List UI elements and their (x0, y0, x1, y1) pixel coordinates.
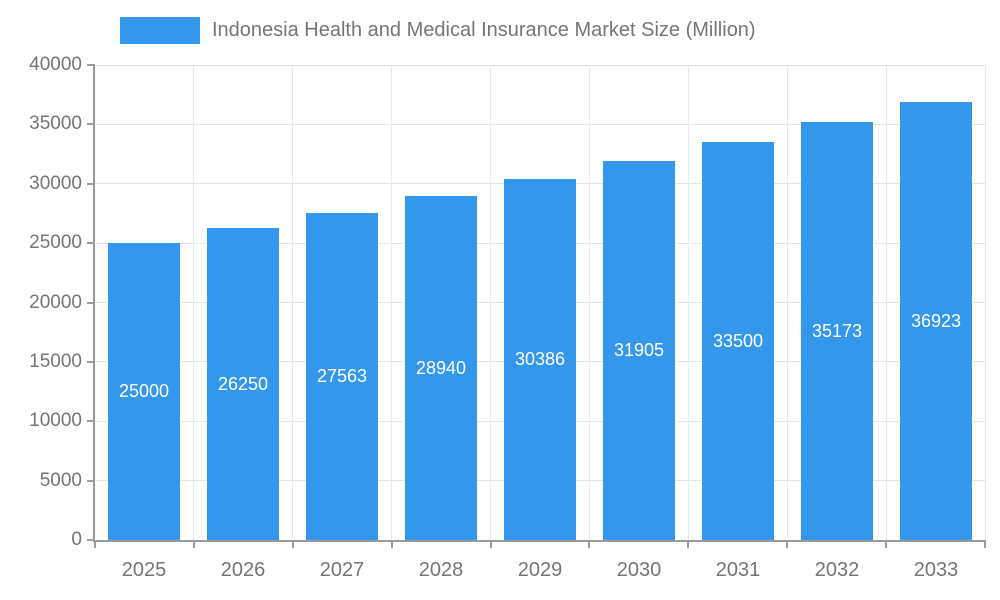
y-axis-tick-label: 40000 (29, 54, 82, 75)
y-axis-tick-label: 30000 (29, 172, 82, 194)
y-axis-tick-mark (87, 479, 95, 482)
x-axis-tick-label: 2030 (616, 559, 662, 581)
x-gridline (885, 65, 887, 540)
x-gridline (588, 65, 590, 540)
y-axis-tick-mark (87, 420, 95, 423)
x-gridline (391, 65, 393, 540)
x-axis-tick-label: 2028 (418, 559, 464, 581)
y-gridline (95, 123, 985, 125)
x-axis-tick-label: 2031 (715, 559, 761, 581)
x-axis-tick-label: 2025 (121, 559, 167, 581)
bar-2025: 25000 (108, 243, 180, 540)
y-axis-tick-mark (87, 182, 95, 185)
y-axis-tick-mark (87, 301, 95, 304)
x-axis-tick-label: 2032 (814, 559, 860, 581)
legend-swatch-icon (120, 16, 200, 44)
bar-2032: 35173 (801, 122, 873, 540)
y-axis-tick-mark (87, 360, 95, 363)
chart-legend: Indonesia Health and Medical Insurance M… (120, 16, 756, 44)
bar-2030: 31905 (603, 161, 675, 540)
x-axis-tick-mark (390, 540, 393, 548)
bar-2027: 27563 (306, 213, 378, 540)
x-axis-tick-label: 2026 (220, 559, 266, 581)
x-gridline (786, 65, 788, 540)
bar-value-label: 33500 (712, 330, 764, 351)
y-axis-tick-label: 20000 (29, 291, 82, 313)
x-axis-tick-label: 2029 (517, 559, 563, 581)
bar-value-label: 31905 (613, 340, 665, 360)
y-gridline (95, 64, 985, 66)
x-gridline (984, 65, 986, 540)
x-axis-tick-mark (885, 540, 888, 548)
x-axis-tick-mark (94, 540, 96, 548)
y-axis-tick-label: 15000 (29, 350, 82, 372)
y-axis-line (93, 65, 95, 542)
bar-2031: 33500 (702, 142, 774, 540)
y-axis-tick-label: 25000 (29, 232, 82, 254)
x-axis-tick-mark (489, 540, 492, 548)
bar-value-label: 36923 (910, 310, 962, 331)
x-axis-tick-label: 2033 (913, 559, 959, 581)
bar-2026: 26250 (207, 228, 279, 540)
bar-value-label: 26250 (217, 373, 269, 394)
bar-value-label: 27563 (316, 366, 368, 386)
x-gridline (292, 65, 294, 540)
x-axis-tick-label: 2027 (319, 559, 365, 581)
y-axis-tick-label: 0 (71, 529, 82, 550)
bar-value-label: 25000 (118, 381, 170, 401)
x-axis-tick-mark (291, 540, 294, 548)
x-gridline (490, 65, 492, 540)
x-axis-line (93, 540, 985, 542)
x-axis-tick-mark (192, 540, 195, 548)
x-axis-tick-mark (984, 540, 986, 548)
y-axis-tick-mark (87, 242, 95, 245)
x-axis-tick-mark (588, 540, 591, 548)
x-axis-tick-mark (687, 540, 690, 548)
x-axis-tick-mark (786, 540, 789, 548)
y-axis-tick-label: 35000 (29, 113, 82, 135)
bar-2028: 28940 (405, 196, 477, 540)
x-gridline (193, 65, 195, 540)
bar-value-label: 35173 (811, 320, 863, 341)
bar-value-label: 28940 (415, 357, 467, 378)
y-axis-tick-mark (87, 539, 95, 541)
y-axis-tick-mark (87, 123, 95, 126)
y-axis-tick-label: 5000 (39, 469, 82, 491)
legend-label: Indonesia Health and Medical Insurance M… (212, 18, 756, 41)
y-axis-tick-label: 10000 (29, 410, 82, 432)
bar-2029: 30386 (504, 179, 576, 540)
bar-2033: 36923 (900, 102, 972, 540)
bar-value-label: 30386 (514, 349, 566, 369)
y-axis-tick-mark (87, 64, 95, 66)
x-gridline (687, 65, 689, 540)
